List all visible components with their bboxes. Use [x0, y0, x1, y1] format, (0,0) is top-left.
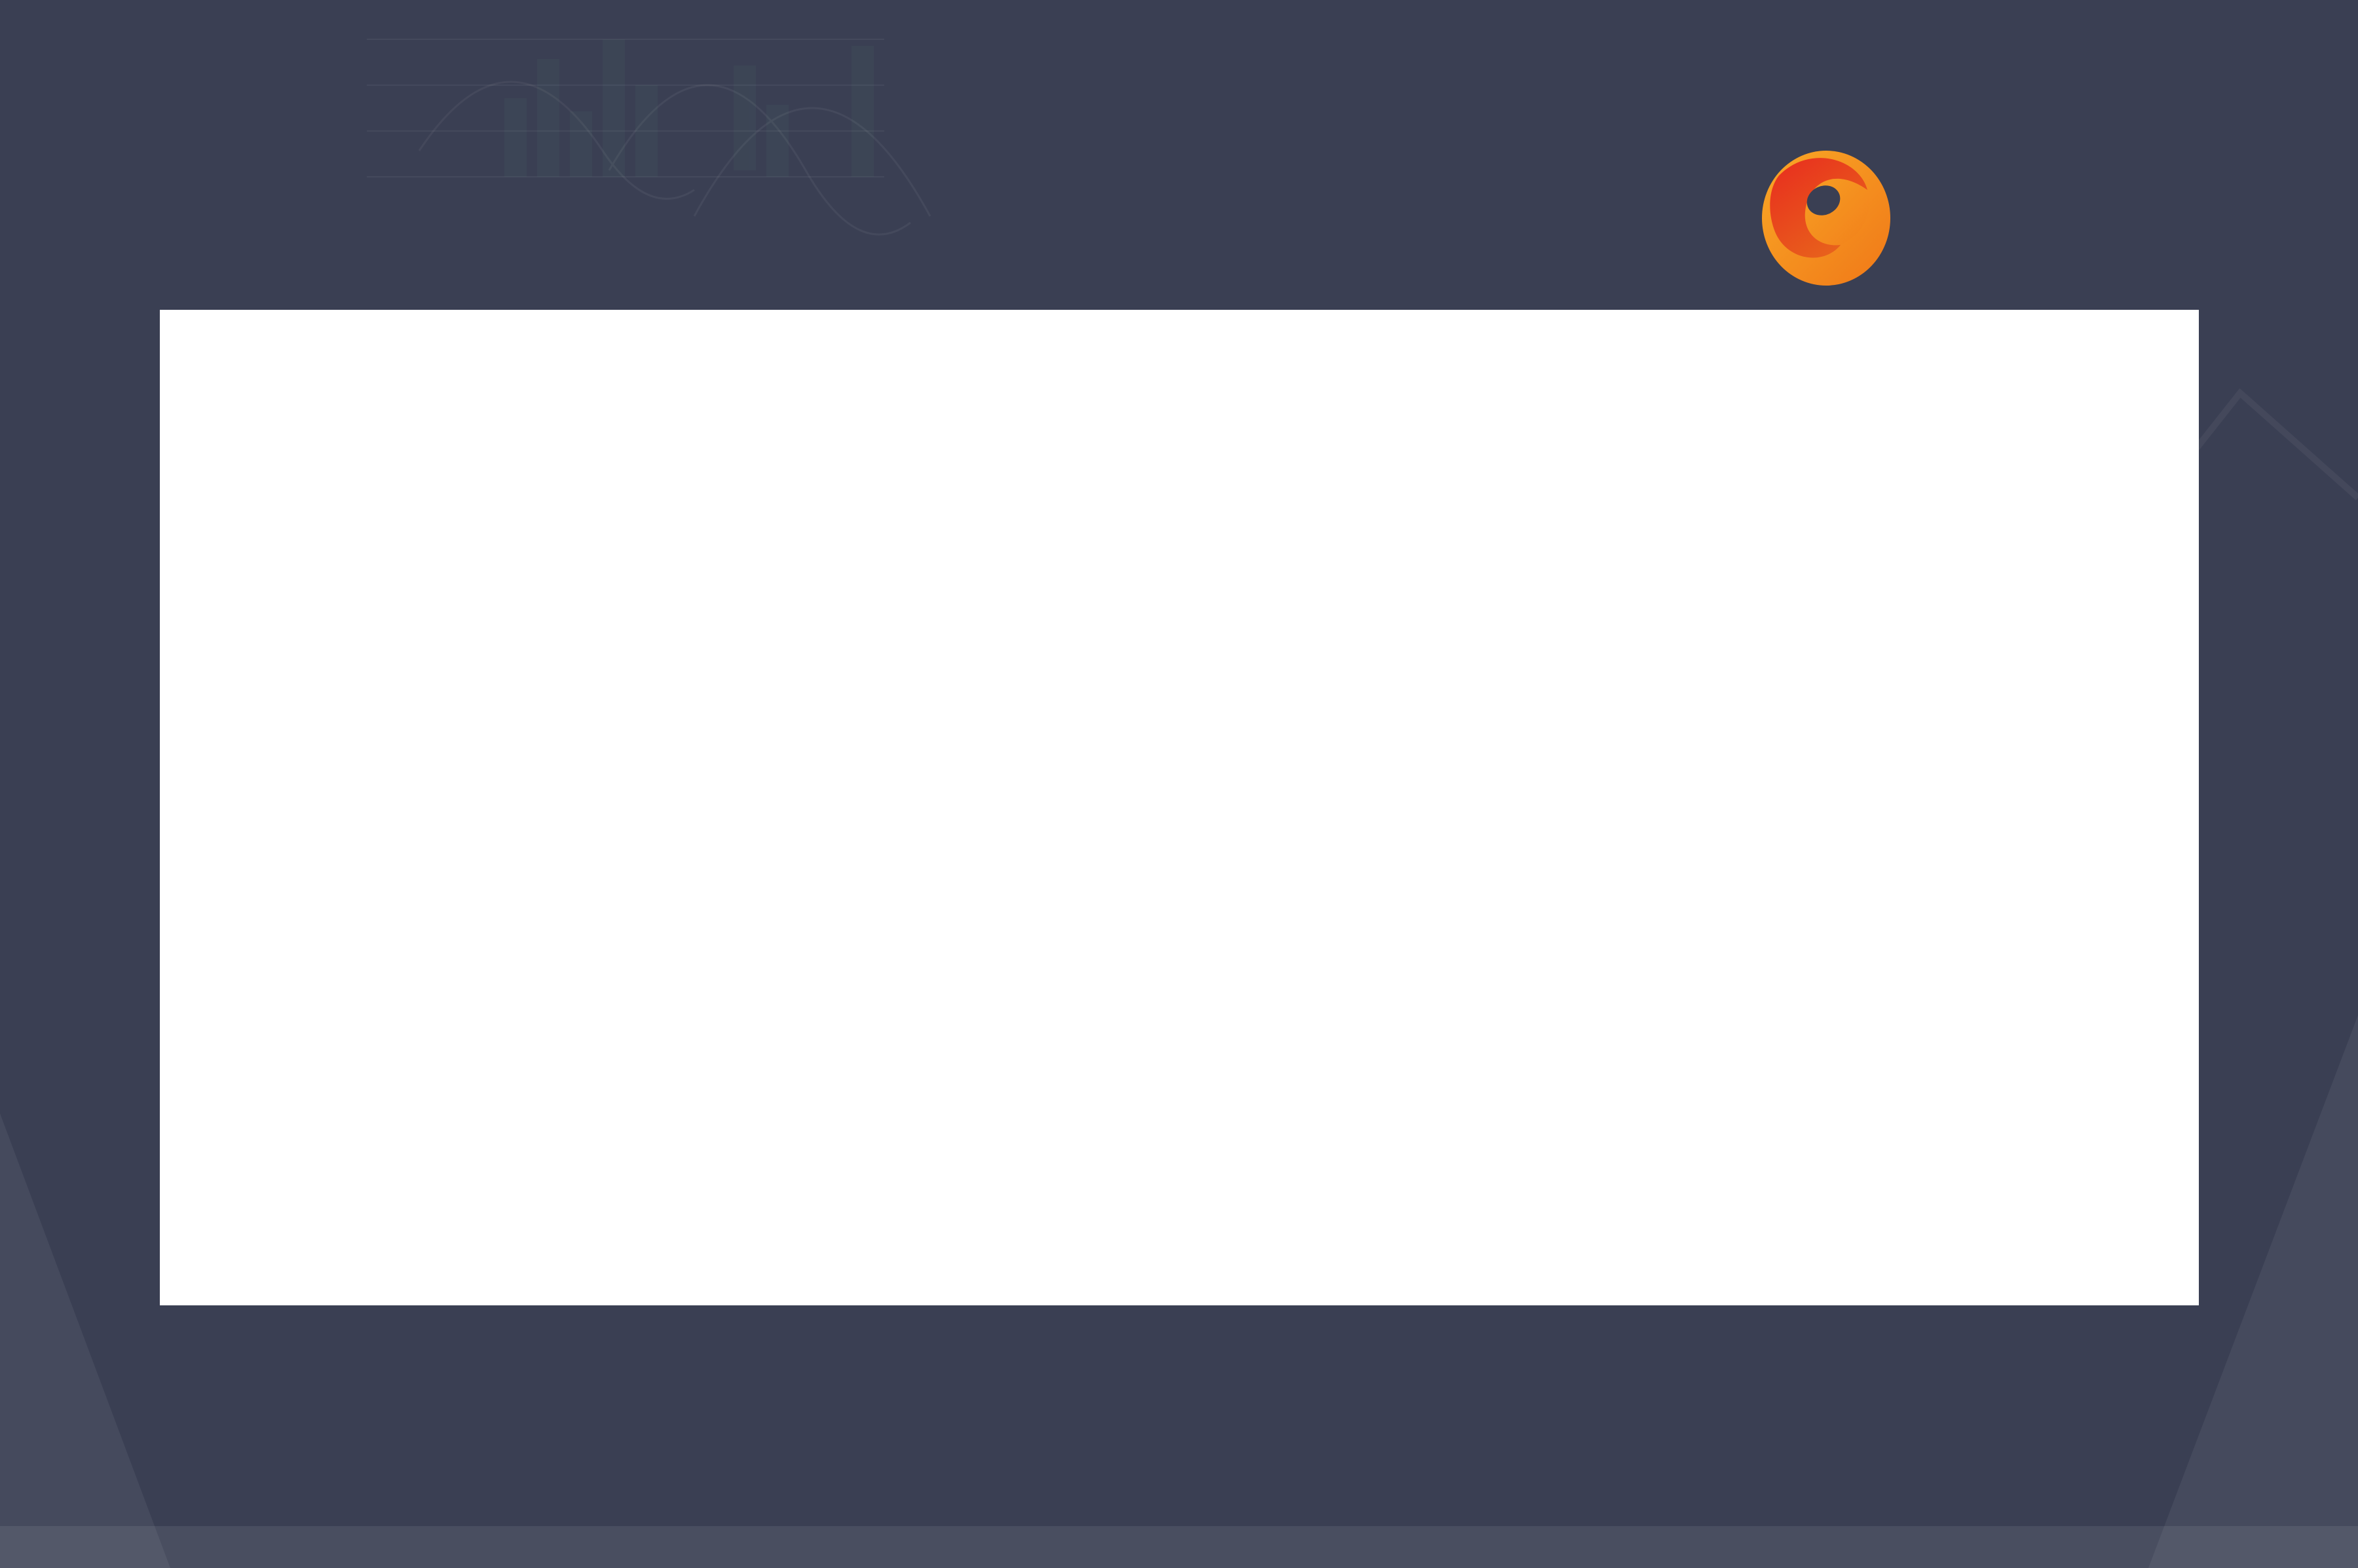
disclaimer-text: [193, 1347, 2315, 1421]
price-chart: [160, 310, 2199, 1305]
chart-panel: [160, 310, 2199, 1305]
brand-swirl-icon: [1762, 151, 1890, 286]
brand-logo: [1761, 149, 2258, 287]
